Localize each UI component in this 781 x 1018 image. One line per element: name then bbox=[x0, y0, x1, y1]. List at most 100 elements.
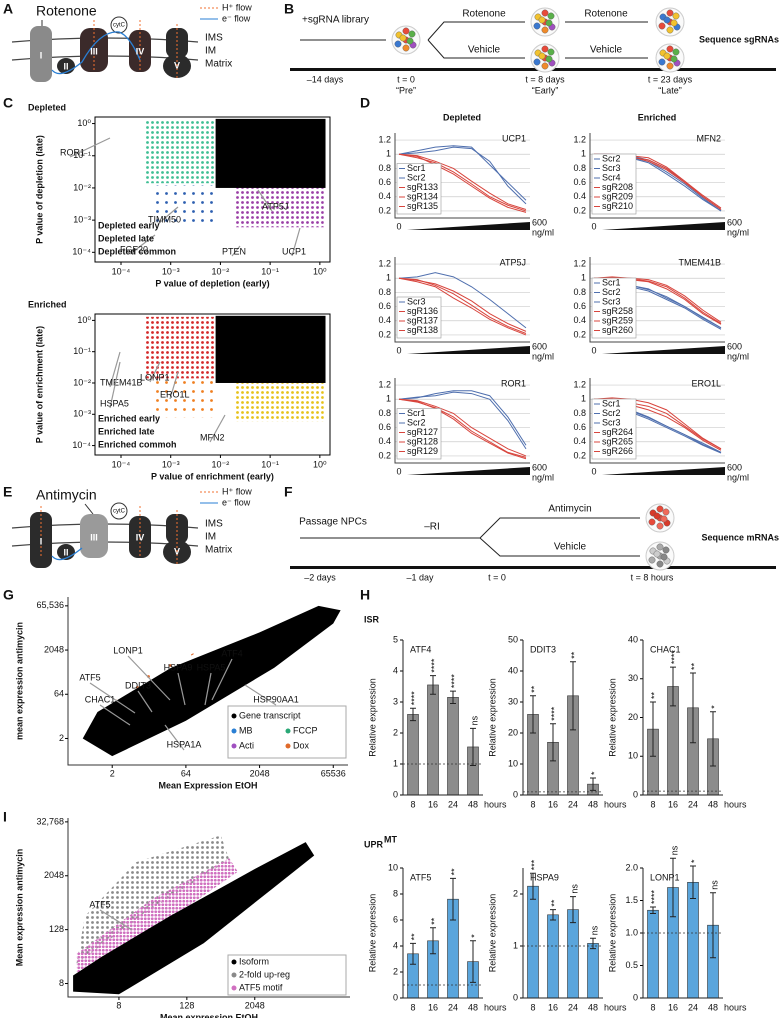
y-tick-label: 0.2 bbox=[378, 450, 391, 460]
gene-label: LONP1 bbox=[113, 645, 143, 655]
y-tick-label: 2048 bbox=[44, 870, 64, 880]
gene-label: HSPA9 bbox=[164, 662, 193, 672]
panel-letter: D bbox=[360, 95, 370, 111]
x-tick-label: 10⁻¹ bbox=[261, 266, 279, 276]
leader-line bbox=[244, 684, 277, 706]
cell bbox=[658, 58, 666, 66]
y-tick-label: 0.2 bbox=[573, 205, 586, 215]
x-start-label: 0 bbox=[396, 221, 401, 231]
leader-line bbox=[69, 137, 111, 158]
y-tick-label: 50 bbox=[508, 634, 518, 644]
legend-marker bbox=[231, 972, 237, 978]
axis bbox=[522, 868, 603, 999]
complex-label: IV bbox=[136, 532, 145, 542]
cell bbox=[394, 40, 402, 48]
inhibitor-label: Rotenone bbox=[36, 3, 97, 19]
y-tick-label: 1.2 bbox=[378, 379, 391, 389]
leader-line bbox=[231, 245, 241, 257]
complex bbox=[80, 514, 108, 558]
leader-line bbox=[177, 672, 186, 706]
compartment: IMS bbox=[205, 33, 223, 44]
y-tick-label: 1 bbox=[386, 273, 391, 283]
leader-line bbox=[257, 189, 273, 212]
cell bbox=[662, 508, 670, 516]
y-tick-label: 10 bbox=[508, 758, 518, 768]
panel-letter: G bbox=[3, 587, 14, 603]
error-bar bbox=[430, 927, 436, 955]
legend-label: sgR258 bbox=[602, 306, 633, 316]
x-tick-label: 8 bbox=[530, 1002, 535, 1012]
error-bar bbox=[470, 940, 476, 983]
y-tick-label: 0.6 bbox=[378, 301, 391, 311]
timeline bbox=[290, 68, 776, 71]
legend-label: Scr3 bbox=[602, 417, 621, 427]
y-tick-label: 2 bbox=[513, 888, 518, 898]
column-title: Enriched bbox=[638, 112, 677, 122]
point-cloud bbox=[215, 315, 326, 383]
time-label: t = 8 days bbox=[525, 74, 565, 84]
legend-label: Scr3 bbox=[602, 296, 621, 306]
significance-label: **** bbox=[549, 706, 559, 721]
y-tick-label: 0 bbox=[513, 992, 518, 1002]
legend-label: sgR138 bbox=[407, 325, 438, 335]
cell bbox=[538, 52, 546, 60]
legend-label: sgR136 bbox=[407, 306, 438, 316]
y-tick-label: 10⁻² bbox=[73, 182, 91, 192]
y-tick-label: 0 bbox=[393, 789, 398, 799]
x-tick-label: 24 bbox=[688, 1002, 698, 1012]
legend-label: e⁻ flow bbox=[222, 497, 251, 507]
cell bbox=[660, 515, 668, 523]
arrow bbox=[300, 517, 640, 557]
y-tick-label: 8 bbox=[59, 978, 64, 988]
legend-box bbox=[591, 153, 637, 215]
significance-label: ns bbox=[469, 715, 479, 725]
y-tick-label: 1 bbox=[581, 149, 586, 159]
y-tick-label: 0 bbox=[633, 992, 638, 1002]
complex-label: I bbox=[40, 536, 43, 546]
legend-box bbox=[591, 277, 637, 339]
phase-label: “Early” bbox=[532, 85, 559, 95]
y-tick-label: 0.6 bbox=[378, 422, 391, 432]
series-line bbox=[398, 391, 527, 450]
panel-letter: I bbox=[3, 809, 7, 825]
y-tick-label: 0 bbox=[633, 789, 638, 799]
gene-label: HSPA1A bbox=[167, 739, 202, 749]
gene-label: ATP5J bbox=[262, 201, 288, 211]
x-start-label: 0 bbox=[396, 345, 401, 355]
leader-line bbox=[109, 361, 121, 409]
x-tick-label: 10⁻² bbox=[212, 266, 230, 276]
complex bbox=[30, 26, 52, 82]
phase-label: “Pre” bbox=[396, 85, 416, 95]
x-tick-label: 16 bbox=[428, 799, 438, 809]
y-tick-label: 0.6 bbox=[573, 301, 586, 311]
error-bar bbox=[410, 942, 416, 965]
complex-label: II bbox=[63, 61, 68, 71]
input-label: +sgRNA library bbox=[302, 15, 369, 26]
significance-label: * bbox=[689, 859, 699, 863]
cell bbox=[656, 543, 664, 551]
y-tick-label: 0.4 bbox=[573, 191, 586, 201]
x-end-label: 600 bbox=[727, 462, 742, 472]
error-bar bbox=[650, 906, 656, 914]
cell bbox=[663, 52, 671, 60]
legend-label: Scr2 bbox=[407, 172, 426, 182]
y-tick-label: 10⁻³ bbox=[73, 409, 91, 419]
cell bbox=[666, 45, 674, 53]
leader-line bbox=[99, 909, 133, 931]
leader-line bbox=[291, 227, 301, 257]
x-tick-label: 8 bbox=[650, 799, 655, 809]
cell bbox=[406, 37, 414, 45]
cell bbox=[533, 22, 541, 30]
chart-title: HSPA9 bbox=[530, 872, 559, 882]
y-tick-label: 1.5 bbox=[625, 895, 638, 905]
legend-label: sgR259 bbox=[602, 315, 633, 325]
y-tick-label: 1.2 bbox=[378, 134, 391, 144]
time-label: t = 0 bbox=[397, 74, 415, 84]
control-label: Vehicle bbox=[554, 542, 587, 553]
legend-box bbox=[396, 408, 442, 460]
error-bar bbox=[650, 701, 656, 757]
complex bbox=[129, 516, 151, 558]
legend-label: sgR135 bbox=[407, 201, 438, 211]
series-line bbox=[593, 397, 722, 450]
inhibitor-label: Antimycin bbox=[36, 487, 97, 503]
